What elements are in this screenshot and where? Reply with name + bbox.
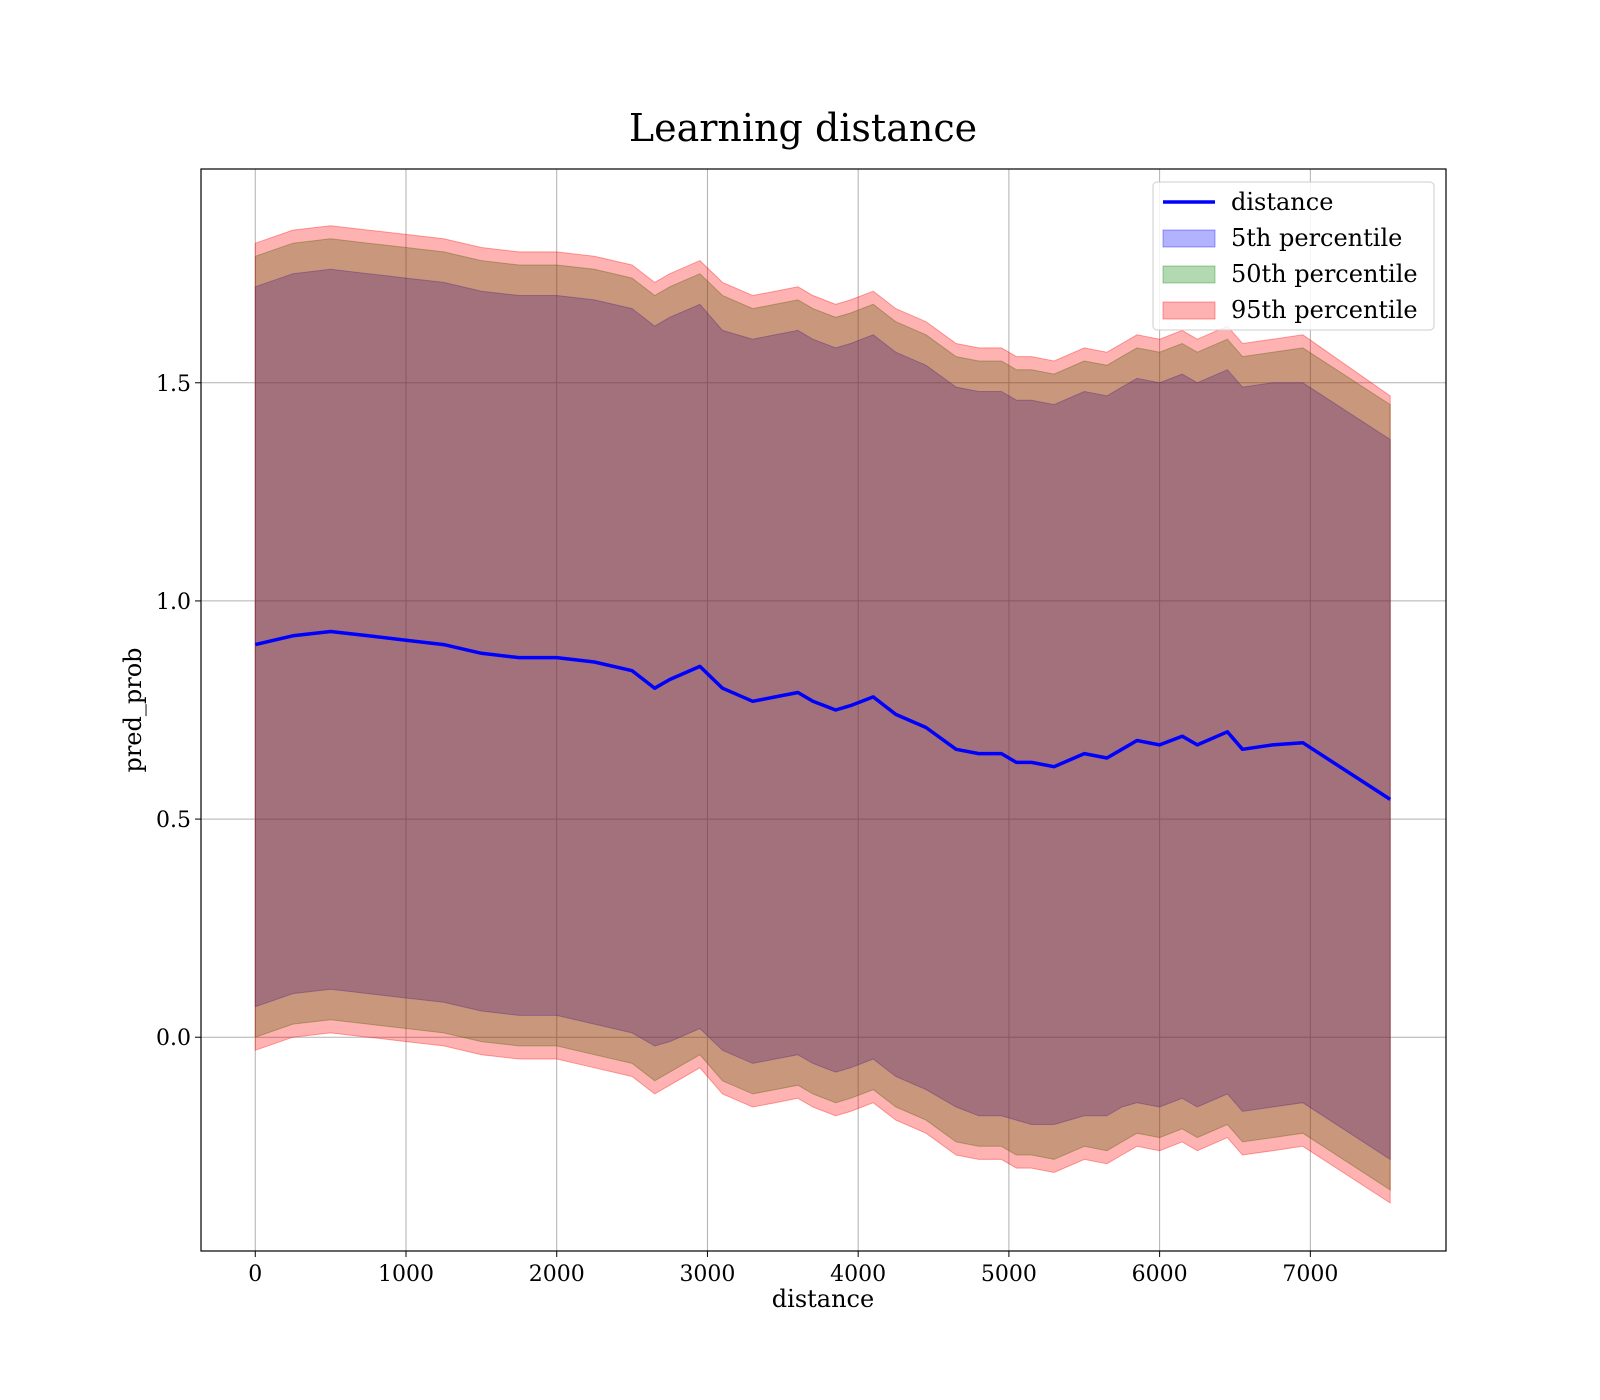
x-tick-label: 4000 <box>830 1262 886 1287</box>
line-distance <box>254 629 1392 801</box>
x-tick-label: 2000 <box>529 1262 585 1287</box>
legend-box <box>1152 181 1435 331</box>
series-lines <box>254 629 1392 801</box>
band-5th-percentile <box>254 268 1391 1161</box>
x-tick-label: 1000 <box>378 1262 434 1287</box>
percentile-bands <box>254 225 1391 1204</box>
legend-band-swatch <box>1162 265 1216 284</box>
legend-label: 50th percentile <box>1231 260 1418 288</box>
legend-label: 5th percentile <box>1231 224 1402 252</box>
x-tick-label: 5000 <box>981 1262 1037 1287</box>
y-tick-label: 0.0 <box>156 1026 191 1051</box>
x-tick-label: 0 <box>248 1262 262 1287</box>
x-tick-label: 7000 <box>1282 1262 1338 1287</box>
y-tick-label: 1.5 <box>156 372 191 397</box>
legend-label: distance <box>1231 188 1333 216</box>
y-tick-label: 1.0 <box>156 590 191 615</box>
grid-lines <box>201 169 1446 1251</box>
y-axis-label: pred_prob <box>119 647 147 772</box>
y-tick-label: 0.5 <box>156 808 191 833</box>
chart-title: Learning distance <box>629 106 977 150</box>
legend: distance 5th percentile 50th percentile 95t… <box>1152 181 1435 331</box>
legend-band-swatch <box>1162 229 1216 248</box>
x-axis-label: distance <box>772 1285 874 1313</box>
plot-area-frame <box>200 168 1447 1252</box>
legend-label: 95th percentile <box>1231 296 1418 324</box>
x-tick-label: 3000 <box>679 1262 735 1287</box>
band-50th-percentile <box>254 238 1391 1191</box>
x-tick-label: 6000 <box>1132 1262 1188 1287</box>
band-95th-percentile <box>254 225 1391 1204</box>
axis-ticks: 0 1000 2000 3000 4000 5000 6000 7000 0.0 0.5 1.0 1.… <box>156 372 1338 1287</box>
legend-band-swatch <box>1162 301 1216 320</box>
